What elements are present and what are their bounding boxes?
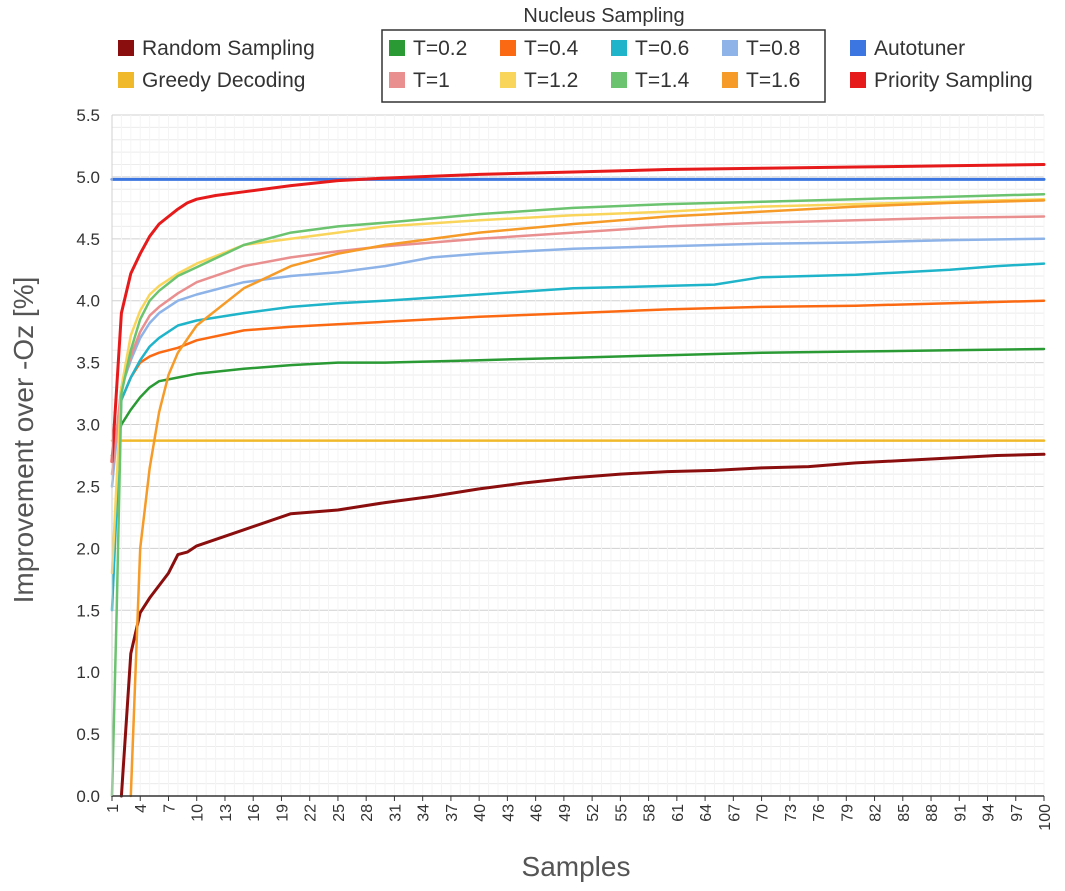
series-line-t-1-2: [110, 197, 1046, 575]
y-tick-label: 1.0: [76, 663, 100, 682]
y-axis-label: Improvement over -Oz [%]: [8, 277, 39, 604]
legend-swatch-t-0-4: [500, 40, 516, 56]
y-tick-label: 0.0: [76, 787, 100, 806]
x-tick-label: 22: [303, 804, 320, 822]
x-tick-label: 58: [642, 804, 659, 822]
legend-swatch-t-1-6: [722, 72, 738, 88]
legend-swatch-priority-sampling: [850, 72, 866, 88]
x-tick-label: 88: [924, 804, 941, 822]
legend-group-box: [381, 29, 826, 103]
x-tick-label: 13: [218, 804, 235, 822]
legend-swatch-autotuner: [850, 40, 866, 56]
gridlines: [111, 114, 1045, 797]
axes: 0.0 0.5 1.0 1.5 2.0 2.5 3.0 3.5 4.0 4.5 5.0 5.5 1 4 7 1…: [76, 106, 1054, 831]
y-tick-label: 5.5: [76, 106, 100, 125]
x-tick-label: 34: [416, 804, 433, 822]
y-tick-label: 2.0: [76, 539, 100, 558]
series-line-priority-sampling: [110, 163, 1046, 464]
legend-label-autotuner: Autotuner: [874, 37, 965, 60]
x-tick-label: 43: [500, 804, 517, 822]
series-line-t-0-8: [110, 237, 1046, 488]
x-tick-label: 46: [529, 804, 546, 822]
y-tick-label: 1.5: [76, 601, 100, 620]
x-tick-label: 61: [670, 804, 687, 822]
legend-label-greedy-decoding: Greedy Decoding: [142, 69, 305, 92]
x-tick-label: 19: [274, 804, 291, 822]
x-tick-label: 49: [557, 804, 574, 822]
x-tick-label: 64: [698, 804, 715, 822]
x-tick-label: 79: [839, 804, 856, 822]
y-tick-label: 0.5: [76, 725, 100, 744]
legend-label-random-sampling: Random Sampling: [142, 37, 315, 60]
series-line-random-sampling: [119, 452, 1046, 798]
x-tick-label: 67: [726, 804, 743, 822]
x-tick-label: 25: [331, 804, 348, 822]
series-lines: [110, 163, 1046, 798]
x-axis-label: Samples: [522, 851, 631, 882]
legend-swatch-greedy-decoding: [118, 72, 134, 88]
legend: Random Sampling Greedy Decoding T=0.2 T=0.4…: [118, 37, 1033, 92]
legend-label-t-1: T=1: [413, 69, 450, 92]
series-line-t-1-4: [110, 192, 1046, 798]
legend-label-t-1-2: T=1.2: [524, 69, 578, 92]
series-line-t-1: [110, 215, 1046, 476]
x-tick-label: 70: [755, 804, 772, 822]
legend-swatch-t-0-2: [389, 40, 405, 56]
x-tick-label: 31: [387, 804, 404, 822]
legend-label-t-0-6: T=0.6: [635, 37, 689, 60]
y-tick-label: 4.5: [76, 230, 100, 249]
x-tick-label: 100: [1037, 804, 1054, 831]
legend-label-t-1-4: T=1.4: [635, 69, 690, 92]
x-tick-label: 28: [359, 804, 376, 822]
x-tick-label: 7: [161, 804, 178, 813]
x-tick-label: 10: [190, 804, 207, 822]
legend-swatch-t-0-8: [722, 40, 738, 56]
x-tick-label: 4: [133, 804, 150, 813]
legend-group-title: Nucleus Sampling: [523, 5, 684, 27]
series-line-t-0-4: [110, 299, 1046, 463]
legend-label-t-0-4: T=0.4: [524, 37, 579, 60]
x-tick-label: 97: [1009, 804, 1026, 822]
x-tick-label: 40: [472, 804, 489, 822]
y-tick-label: 2.5: [76, 477, 100, 496]
x-tick-label: 55: [613, 804, 630, 822]
x-tick-label: 94: [981, 804, 998, 822]
x-tick-label: 73: [783, 804, 800, 822]
legend-label-t-0-8: T=0.8: [746, 37, 800, 60]
x-tick-label: 82: [868, 804, 885, 822]
x-tick-label: 91: [952, 804, 969, 822]
legend-label-t-1-6: T=1.6: [746, 69, 800, 92]
x-tick-label: 52: [585, 804, 602, 822]
legend-swatch-random-sampling: [118, 40, 134, 56]
series-line-t-0-2: [110, 347, 1046, 457]
x-tick-label: 37: [444, 804, 461, 822]
y-tick-label: 3.5: [76, 354, 100, 373]
x-tick-label: 76: [811, 804, 828, 822]
x-tick-label: 16: [246, 804, 263, 822]
series-line-t-0-6: [110, 262, 1046, 612]
legend-swatch-t-1-4: [611, 72, 627, 88]
x-tick-label: 85: [896, 804, 913, 822]
legend-swatch-t-0-6: [611, 40, 627, 56]
legend-label-priority-sampling: Priority Sampling: [874, 69, 1033, 92]
x-tick-label: 1: [105, 804, 122, 813]
y-tick-label: 5.0: [76, 168, 100, 187]
legend-swatch-t-1: [389, 72, 405, 88]
y-tick-label: 3.0: [76, 416, 100, 435]
legend-swatch-t-1-2: [500, 72, 516, 88]
y-tick-label: 4.0: [76, 292, 100, 311]
series-line-t-1-6: [129, 199, 1046, 798]
legend-label-t-0-2: T=0.2: [413, 37, 467, 60]
